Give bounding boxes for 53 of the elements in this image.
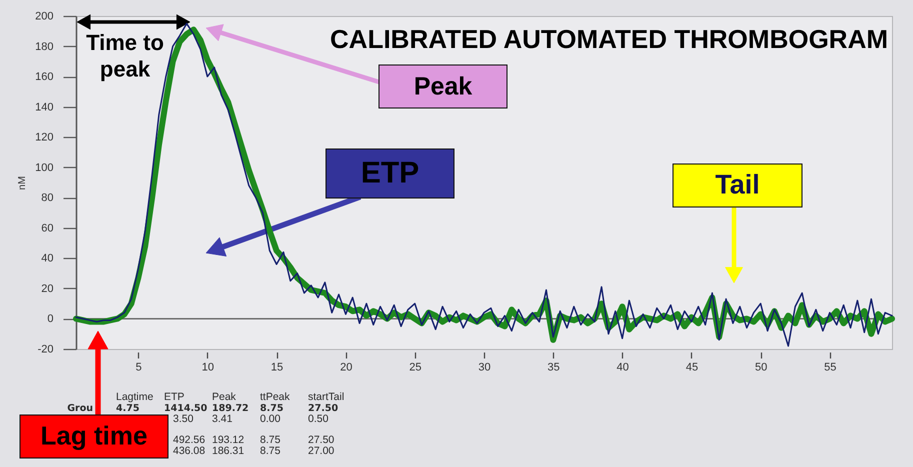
text: ETP [164,391,184,403]
text: 0.50 [308,413,329,425]
y-tick-label: 120 [35,132,54,144]
y-tick-label: 60 [41,222,54,234]
x-tick-label: 40 [616,362,629,374]
y-tick-label: 80 [41,192,54,204]
y-tick-label: 180 [35,40,54,53]
text: Lag time [40,420,148,450]
text: 193.12 [212,434,244,446]
annotation: ETP [360,156,420,190]
x-tick-label: 5 [136,362,142,374]
text: 8.75 [260,403,284,414]
x-tick-label: 50 [754,362,768,374]
text: 436.08 [173,445,206,457]
annotation: Peak [414,72,472,100]
text: 186.31 [212,445,244,457]
x-tick-label: 45 [686,362,698,374]
text: 27.50 [308,403,338,414]
y-tick-label: 160 [35,71,54,84]
annotation: Tail [715,170,760,200]
text: 189.72 [212,403,249,414]
y-tick-label: 200 [35,10,54,22]
y-axis-title: nM [17,176,28,190]
text: 3.50 [173,413,194,425]
x-tick-label: 15 [270,362,284,374]
text: ttPeak [260,391,291,403]
text: 492.56 [173,434,206,446]
text: 3.41 [212,413,233,425]
text: 4.75 [116,403,140,414]
text: startTail [308,391,344,403]
annotation: Time to peak [86,30,164,82]
text: 0.00 [260,413,281,425]
y-tick-label: 40 [41,252,54,265]
text: 8.75 [260,434,281,446]
text: 27.50 [308,434,334,446]
x-tick-label: 30 [478,362,491,374]
y-tick-label: 140 [35,101,54,114]
chart-title: CALIBRATED AUTOMATED THROMBOGRAM [330,24,888,54]
x-tick-label: 10 [202,362,214,374]
y-tick-label: 100 [35,162,54,174]
x-tick-label: 20 [340,362,352,374]
x-tick-label: 25 [409,362,422,374]
y-tick-label: -20 [38,344,54,356]
text: Lagtime [116,391,154,403]
text: 27.00 [308,445,334,457]
x-tick-label: 55 [824,362,836,374]
x-tick-label: 35 [548,362,560,374]
text: 8.75 [260,445,281,457]
text: Peak [212,391,237,403]
y-tick-label: 0 [47,313,54,326]
y-tick-label: 20 [41,282,54,295]
text: 1414.50 [164,403,208,414]
text: Grou [67,403,93,414]
